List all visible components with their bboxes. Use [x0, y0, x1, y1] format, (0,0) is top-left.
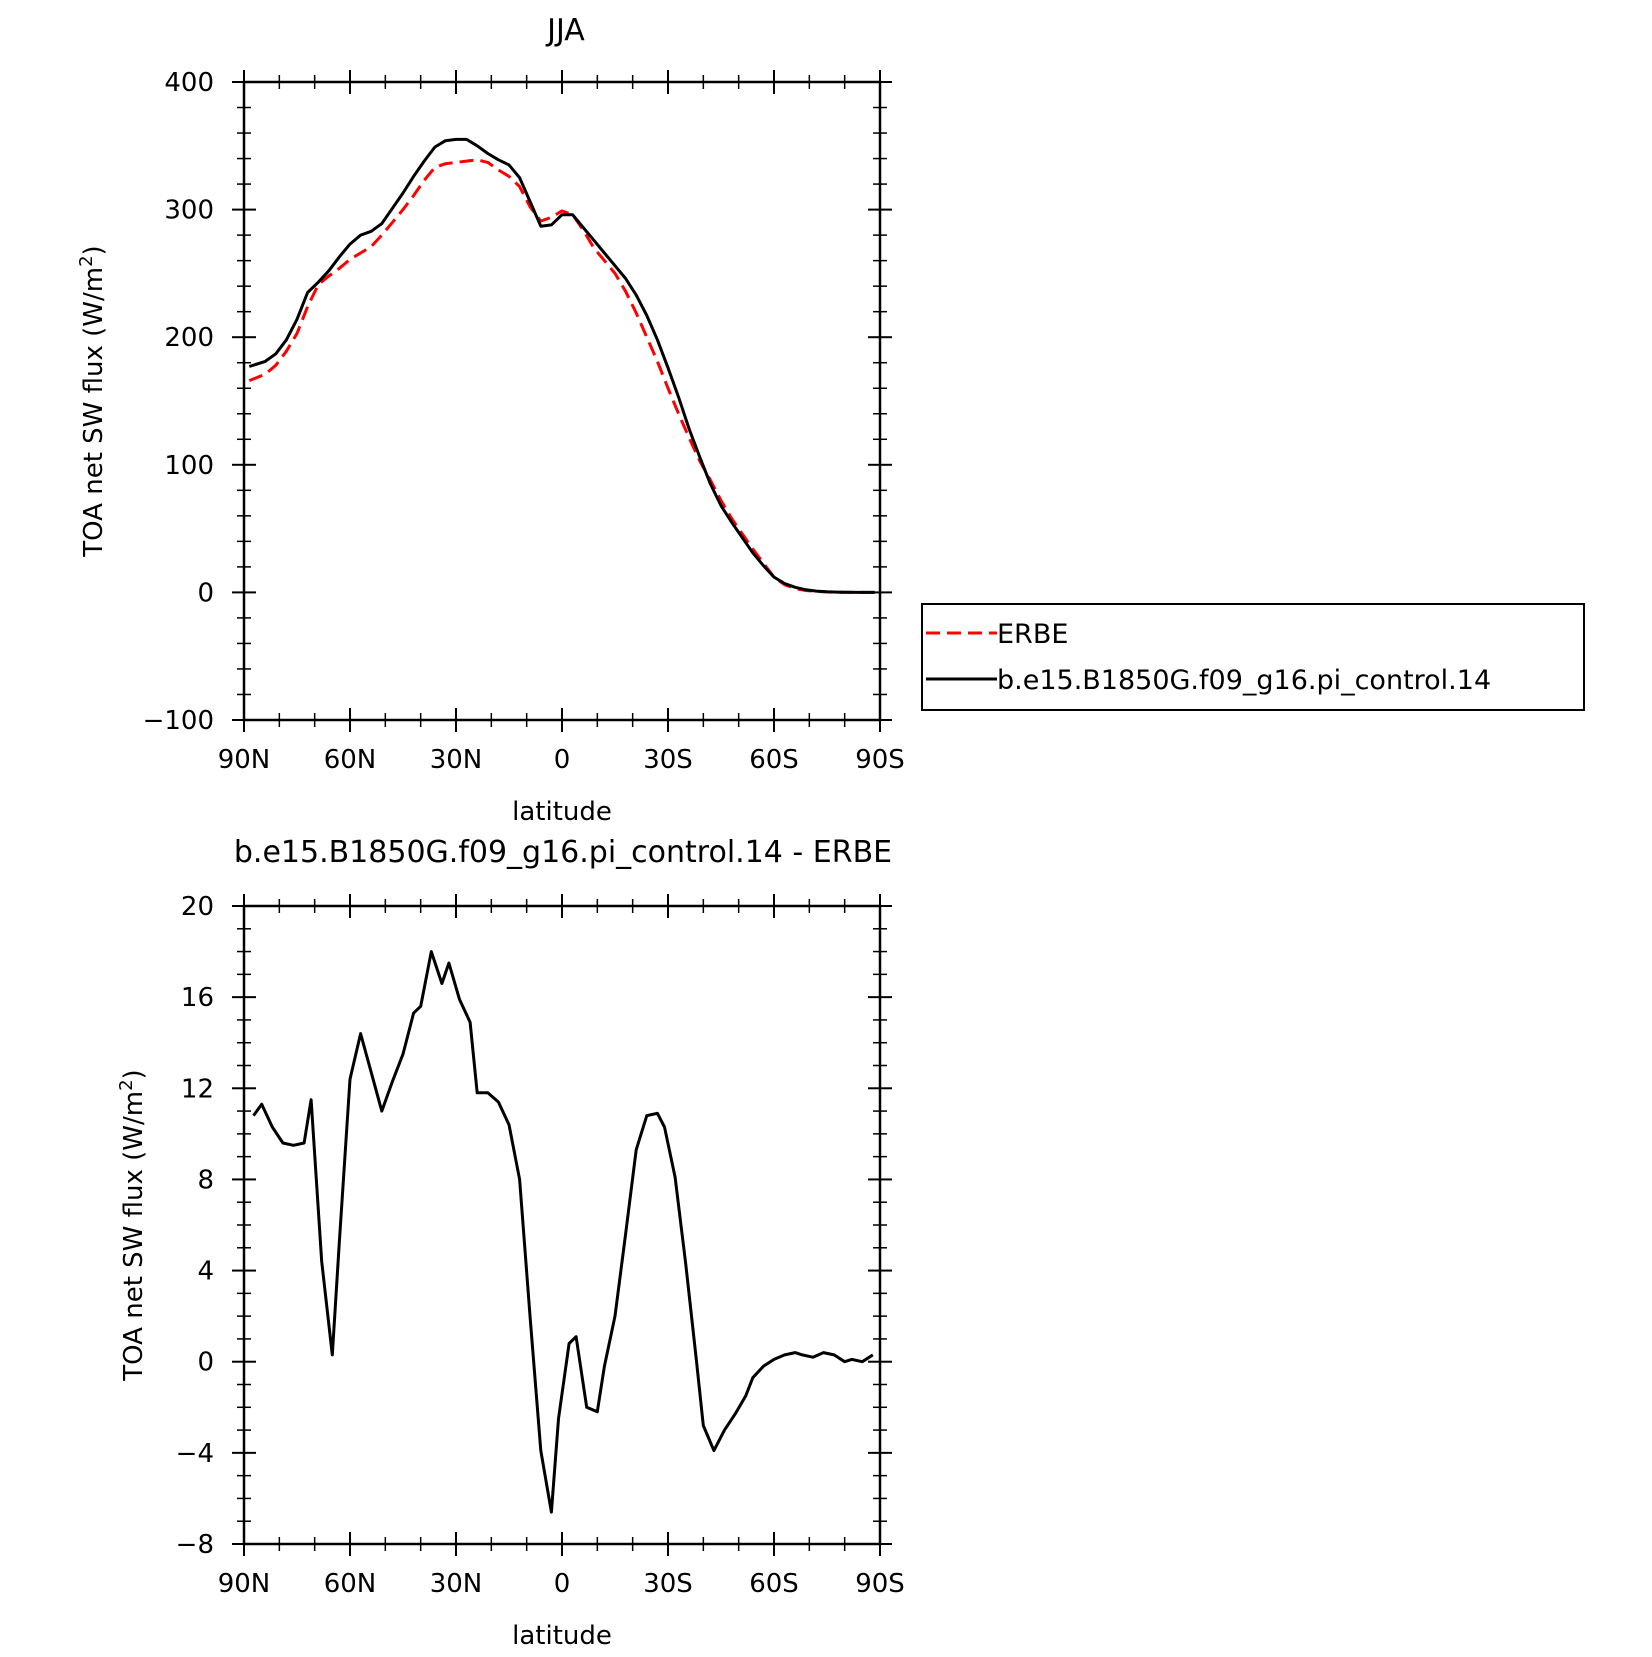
bottom-y-axis-title: TOA net SW flux (W/m2)	[116, 1069, 150, 1381]
top-y-axis-title-close: )	[79, 245, 109, 255]
top-x-axis-title: latitude	[512, 797, 612, 827]
top-plot-frame	[242, 80, 882, 722]
top-x-tick-label: 90N	[218, 745, 271, 775]
top-x-tick-label: 60S	[749, 745, 799, 775]
top-y-axis-title: TOA net SW flux (W/m2)	[76, 245, 110, 557]
top-series-line-erbe	[248, 158, 875, 594]
legend-box	[921, 603, 1585, 711]
top-y-tick-label: 0	[197, 578, 214, 608]
bottom-series-group	[252, 950, 874, 1514]
top-y-tick-label: 300	[164, 196, 214, 226]
bottom-y-tick-label: −4	[176, 1439, 214, 1469]
bottom-ticks: 90N 60N 30N 0 30S 60S 90S −8 −4 0 4 8 12 16 20	[176, 892, 905, 1599]
top-x-tick-label: 30S	[643, 745, 693, 775]
bottom-x-tick-label: 60S	[749, 1569, 799, 1599]
top-x-tick-label: 30N	[430, 745, 483, 775]
top-y-axis-title-sup: 2	[76, 255, 97, 266]
bottom-x-axis-title: latitude	[512, 1621, 612, 1651]
bottom-series-line-model	[252, 950, 874, 1514]
top-series-line-model	[248, 137, 875, 594]
bottom-x-tick-label: 30S	[643, 1569, 693, 1599]
bottom-plot-title: b.e15.B1850G.f09_g16.pi_control.14 - ERB…	[234, 835, 892, 870]
bottom-panel: b.e15.B1850G.f09_g16.pi_control.14 - ERB…	[116, 835, 905, 1651]
bottom-y-tick-label: 12	[181, 1074, 214, 1104]
bottom-y-tick-label: 20	[181, 892, 214, 922]
bottom-y-tick-label: 16	[181, 983, 214, 1013]
top-x-tick-label: 60N	[324, 745, 377, 775]
top-y-tick-label: 400	[164, 68, 214, 98]
bottom-x-tick-label: 30N	[430, 1569, 483, 1599]
bottom-y-tick-label: −8	[176, 1530, 214, 1560]
top-ticks: 90N 60N 30N 0 30S 60S 90S −100 0 100 200 300 400	[143, 68, 905, 775]
bottom-x-tick-label: 60N	[324, 1569, 377, 1599]
top-y-tick-label: 100	[164, 451, 214, 481]
bottom-y-axis-title-sup: 2	[116, 1079, 137, 1090]
top-y-tick-label: −100	[143, 706, 214, 736]
legend-erbe-label: ERBE	[997, 619, 1068, 650]
bottom-y-tick-label: 8	[197, 1165, 214, 1195]
legend: ERBE b.e15.B1850G.f09_g16.pi_control.14	[921, 603, 1585, 711]
top-x-tick-label: 90S	[855, 745, 905, 775]
top-panel: JJA 90N 60N 30N 0 30S 60S 90S −100 0 100 200 300 400…	[76, 13, 905, 827]
bottom-y-tick-label: 0	[197, 1348, 214, 1378]
bottom-y-tick-label: 4	[197, 1257, 214, 1287]
legend-model-label: b.e15.B1850G.f09_g16.pi_control.14	[997, 665, 1491, 696]
top-series-group	[248, 137, 875, 594]
bottom-x-tick-label: 90S	[855, 1569, 905, 1599]
top-y-tick-label: 200	[164, 323, 214, 353]
bottom-x-tick-label: 0	[554, 1569, 571, 1599]
top-x-tick-label: 0	[554, 745, 571, 775]
bottom-y-axis-title-close: )	[119, 1069, 149, 1079]
bottom-y-axis-title-main: TOA net SW flux (W/m	[119, 1091, 149, 1382]
top-y-axis-title-main: TOA net SW flux (W/m	[79, 267, 109, 558]
bottom-x-tick-label: 90N	[218, 1569, 271, 1599]
top-plot-title: JJA	[545, 13, 585, 48]
